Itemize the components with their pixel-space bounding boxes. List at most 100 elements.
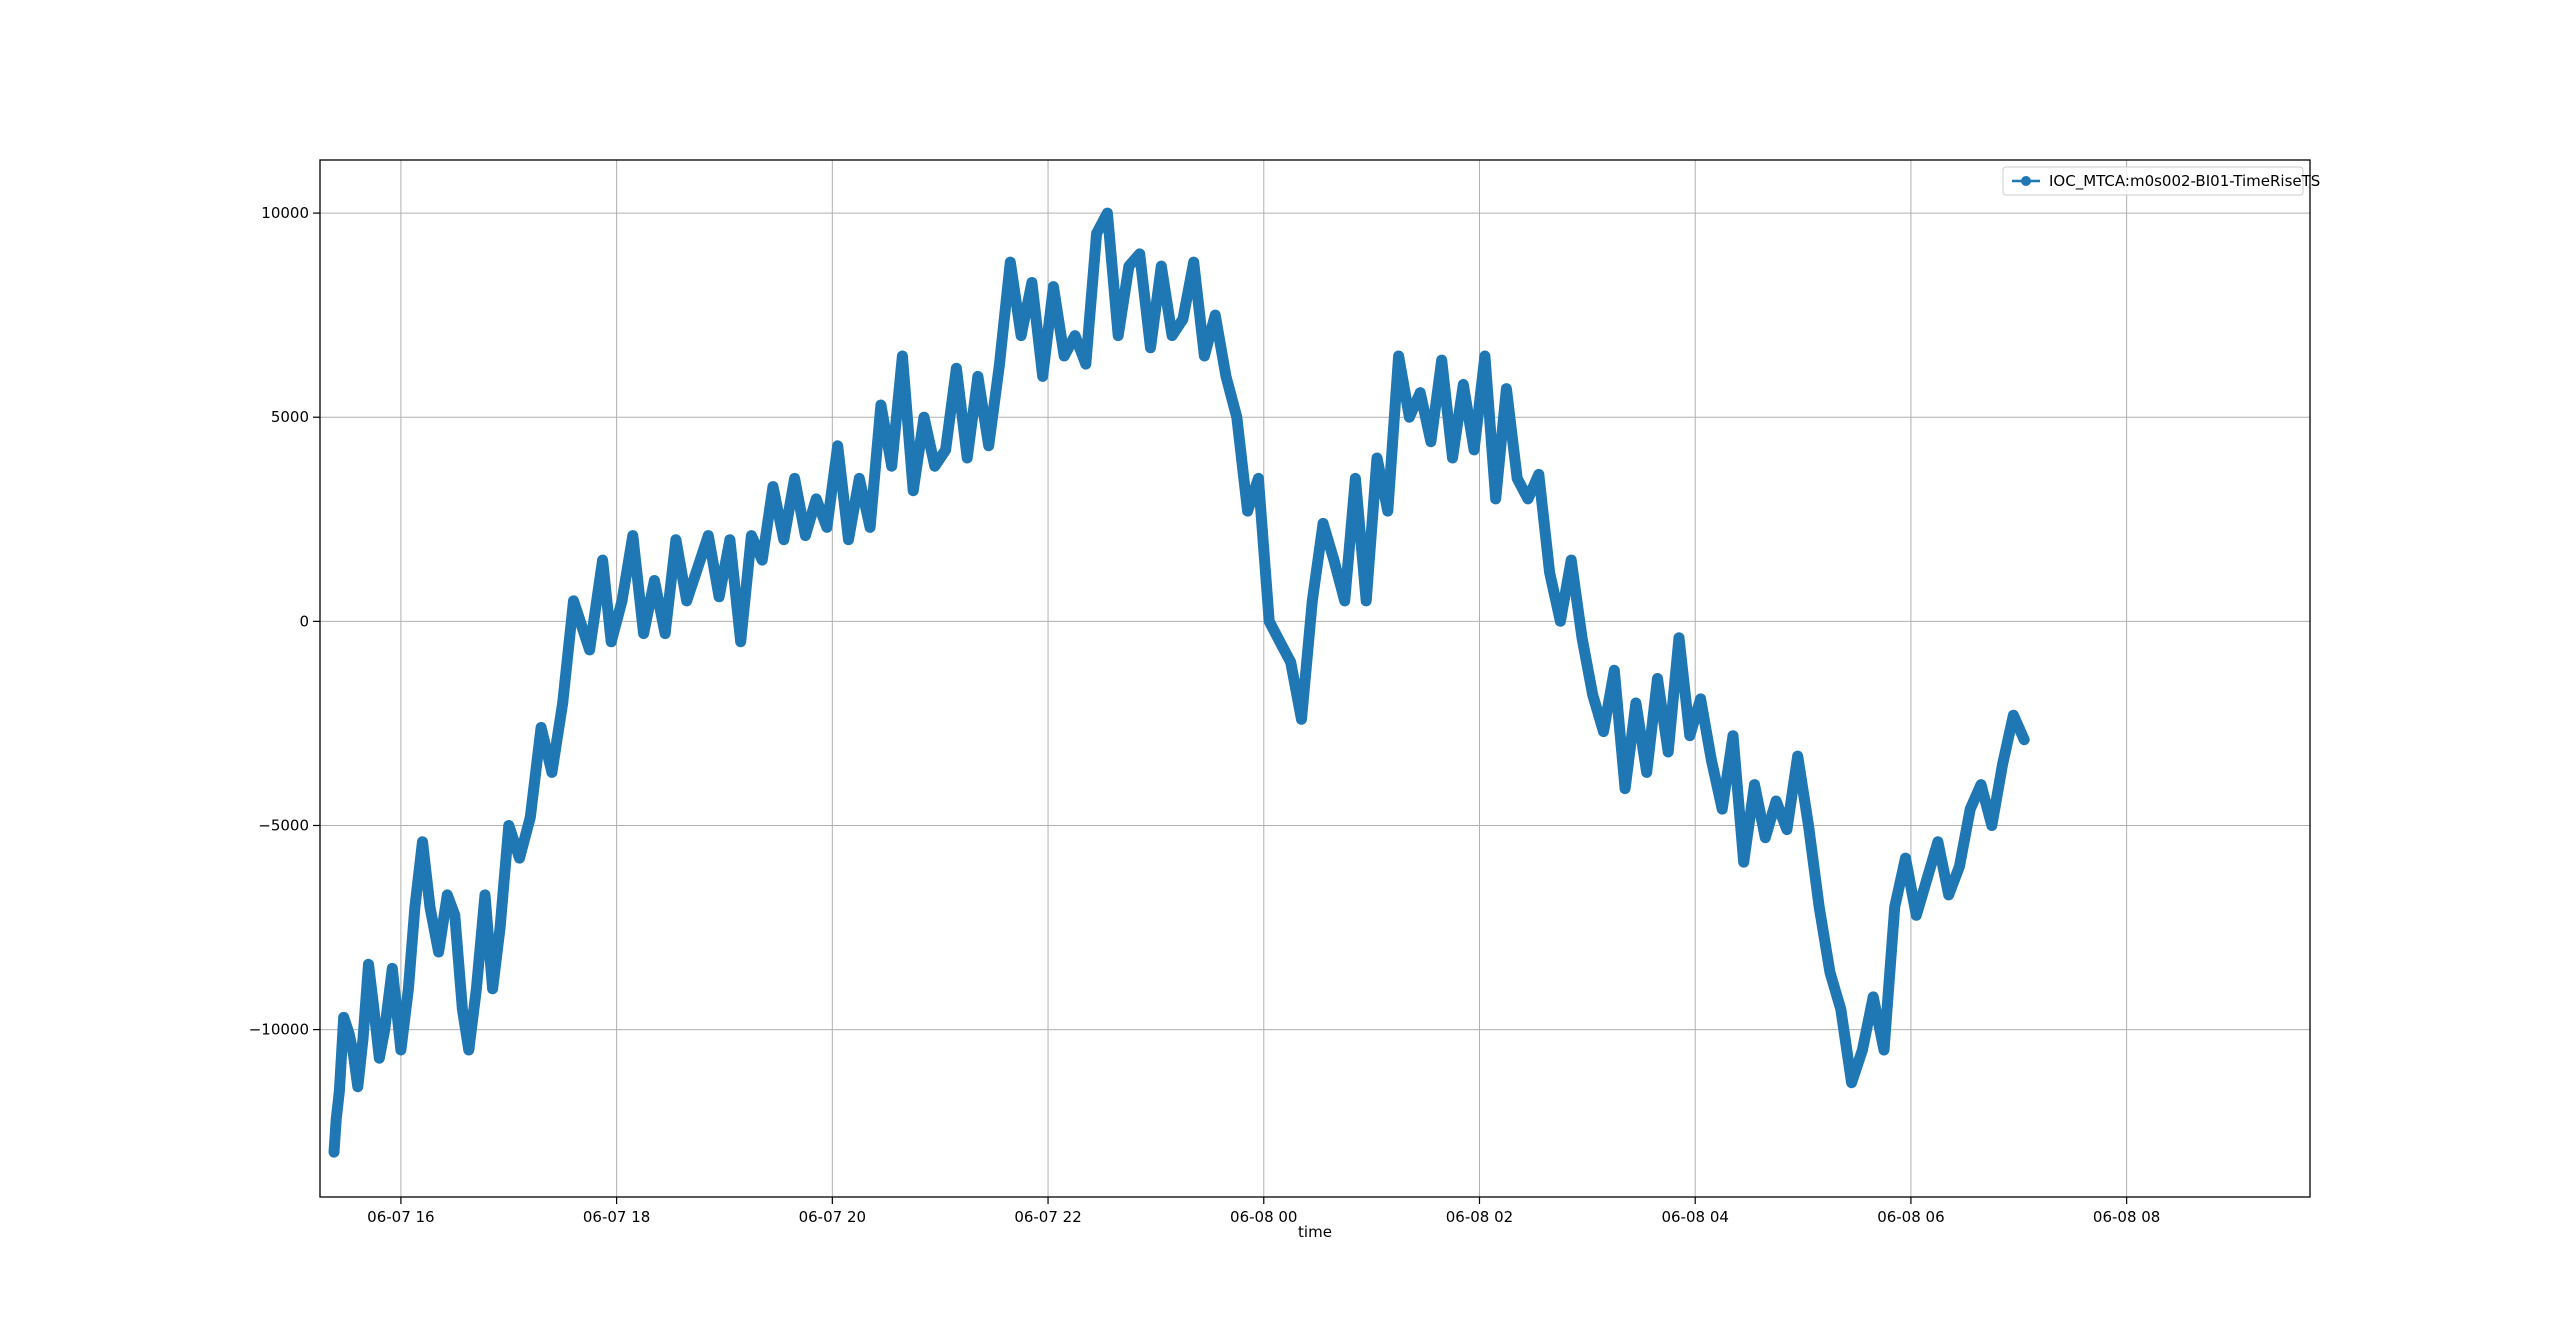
data-point xyxy=(503,820,514,831)
data-point xyxy=(886,461,897,472)
data-point xyxy=(1544,567,1555,578)
grid-layer xyxy=(320,160,2310,1197)
data-point xyxy=(334,1085,345,1096)
data-point xyxy=(1404,412,1415,423)
data-point xyxy=(1922,873,1933,884)
data-point xyxy=(746,530,757,541)
data-point xyxy=(352,1081,363,1092)
data-point xyxy=(546,767,557,778)
data-point xyxy=(1102,208,1113,219)
data-point xyxy=(1274,636,1285,647)
data-point xyxy=(1318,518,1329,529)
data-point xyxy=(442,889,453,900)
data-point xyxy=(1231,412,1242,423)
data-point xyxy=(1113,330,1124,341)
data-point xyxy=(1177,314,1188,325)
data-point xyxy=(951,363,962,374)
legend-entry-label: IOC_MTCA:m0s002-BI01-TimeRiseTS xyxy=(2049,172,2320,191)
data-point xyxy=(1652,673,1663,684)
data-point xyxy=(1749,779,1760,790)
data-point xyxy=(778,534,789,545)
data-point xyxy=(1835,1004,1846,1015)
data-point xyxy=(1738,857,1749,868)
data-point xyxy=(1771,796,1782,806)
data-point xyxy=(1447,453,1458,463)
data-point xyxy=(638,628,649,639)
data-point xyxy=(1415,387,1426,398)
data-point xyxy=(1145,342,1156,353)
data-point xyxy=(962,453,973,463)
data-point xyxy=(480,889,490,900)
y-tick-label: 5000 xyxy=(271,408,309,426)
data-point xyxy=(487,983,498,994)
data-point xyxy=(1868,991,1879,1002)
data-point xyxy=(1986,820,1997,831)
data-point xyxy=(832,440,843,451)
data-point xyxy=(417,836,428,847)
data-point xyxy=(1156,261,1167,272)
data-point xyxy=(735,636,746,647)
data-point xyxy=(1695,693,1706,704)
tick-layer: 06-07 16 06-07 18 06-07 20 06-07 22 06-08 00… xyxy=(249,204,2161,1226)
data-point xyxy=(1674,632,1684,643)
data-point xyxy=(1134,248,1145,259)
data-point xyxy=(724,534,735,545)
series-line xyxy=(332,211,2026,1153)
data-point xyxy=(1264,616,1275,627)
data-point xyxy=(1609,665,1620,676)
data-point xyxy=(1598,726,1609,737)
data-point xyxy=(1911,910,1922,921)
data-point xyxy=(1997,759,2008,770)
data-point xyxy=(1965,804,1976,815)
data-point xyxy=(457,1004,468,1015)
data-point xyxy=(1016,330,1027,341)
data-point xyxy=(681,595,692,606)
data-point xyxy=(514,853,525,864)
data-point xyxy=(1630,698,1641,708)
data-point xyxy=(940,444,951,455)
data-point xyxy=(1533,469,1544,480)
data-point xyxy=(1080,359,1091,370)
x-axis-label: time xyxy=(1298,1223,1332,1241)
data-point xyxy=(972,371,983,382)
data-point xyxy=(757,555,768,566)
data-point xyxy=(789,473,800,484)
x-tick-label: 06-08 08 xyxy=(2093,1208,2160,1226)
x-tick-label: 06-07 18 xyxy=(583,1208,650,1226)
data-point xyxy=(1328,555,1339,566)
data-point xyxy=(2019,734,2030,745)
data-point xyxy=(597,555,608,566)
series-layer xyxy=(328,207,2030,1158)
data-point xyxy=(1048,281,1059,292)
data-point xyxy=(374,1053,385,1064)
data-point xyxy=(1803,820,1814,831)
data-point xyxy=(1070,330,1080,341)
data-point xyxy=(1792,751,1803,762)
x-tick-label: 06-08 00 xyxy=(1230,1208,1297,1226)
data-point xyxy=(1436,355,1447,366)
legend-box xyxy=(2002,166,2304,196)
data-point xyxy=(670,534,681,545)
data-point xyxy=(557,698,568,708)
data-point xyxy=(649,575,660,586)
data-point xyxy=(1728,730,1738,741)
data-point xyxy=(897,351,908,361)
data-point xyxy=(908,485,919,496)
data-point xyxy=(1684,730,1695,741)
data-point xyxy=(363,959,374,970)
data-point xyxy=(1167,330,1178,341)
data-point xyxy=(387,963,398,974)
data-point xyxy=(463,1045,474,1055)
data-point xyxy=(1825,967,1835,978)
data-point xyxy=(1339,595,1350,606)
data-point xyxy=(1620,783,1631,794)
data-point xyxy=(1889,902,1900,913)
data-point xyxy=(800,530,811,541)
data-point xyxy=(1199,351,1210,361)
data-point xyxy=(1879,1045,1889,1055)
data-point xyxy=(1221,371,1231,382)
data-point xyxy=(994,359,1005,370)
data-point xyxy=(449,910,460,921)
data-point xyxy=(1005,257,1016,268)
data-point xyxy=(854,473,865,484)
